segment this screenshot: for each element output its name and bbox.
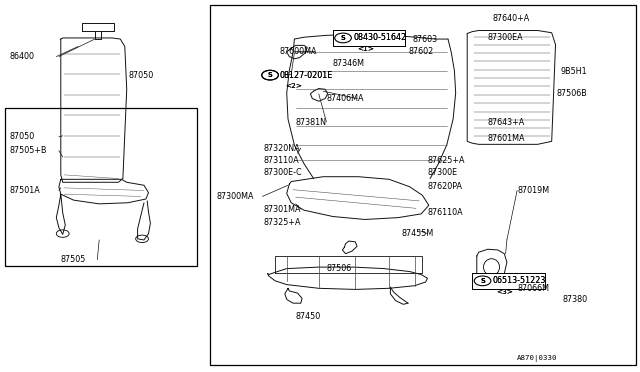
Text: <3>: <3> bbox=[496, 289, 513, 295]
Text: <1>: <1> bbox=[357, 46, 374, 52]
Text: 87406MA: 87406MA bbox=[326, 94, 364, 103]
Text: 87320NA: 87320NA bbox=[264, 144, 300, 153]
Text: 87505: 87505 bbox=[61, 255, 86, 264]
Bar bbox=[333, 30, 405, 46]
Text: <1>: <1> bbox=[357, 46, 374, 52]
Text: 08127-0201E: 08127-0201E bbox=[280, 71, 333, 80]
Text: 87601MA: 87601MA bbox=[488, 134, 525, 143]
Text: S: S bbox=[340, 35, 346, 41]
Text: 87505+B: 87505+B bbox=[10, 146, 47, 155]
Text: S: S bbox=[268, 72, 273, 78]
Bar bbox=[210, 5, 636, 365]
Text: 87640+A: 87640+A bbox=[493, 14, 530, 23]
Bar bbox=[333, 30, 405, 46]
Text: 87620PA: 87620PA bbox=[428, 182, 463, 190]
Text: <2>: <2> bbox=[285, 83, 302, 89]
Text: 87050: 87050 bbox=[10, 132, 35, 141]
Text: S: S bbox=[268, 72, 273, 78]
Text: 86400: 86400 bbox=[10, 52, 35, 61]
Text: 87455M: 87455M bbox=[402, 229, 434, 238]
Text: 87450: 87450 bbox=[296, 312, 321, 321]
Text: 87600MA: 87600MA bbox=[280, 47, 317, 56]
Bar bbox=[472, 273, 545, 289]
Text: 87346M: 87346M bbox=[333, 60, 365, 68]
Text: 87380: 87380 bbox=[563, 295, 588, 304]
Text: 87603: 87603 bbox=[413, 35, 438, 44]
Bar bbox=[472, 273, 545, 289]
Text: 87602: 87602 bbox=[408, 47, 433, 56]
Text: 87066M: 87066M bbox=[517, 284, 549, 293]
Text: 06513-51223: 06513-51223 bbox=[493, 276, 546, 285]
Text: 87501A: 87501A bbox=[10, 186, 40, 195]
Text: 87301MA: 87301MA bbox=[264, 205, 301, 214]
Text: 87300EA: 87300EA bbox=[488, 33, 524, 42]
Text: S: S bbox=[480, 278, 485, 284]
Text: 08430-51642: 08430-51642 bbox=[353, 33, 406, 42]
Text: 87050: 87050 bbox=[129, 71, 154, 80]
Text: 87643+A: 87643+A bbox=[488, 118, 525, 126]
Text: 873110A: 873110A bbox=[264, 156, 300, 165]
Text: 08430-51642: 08430-51642 bbox=[353, 33, 406, 42]
Text: 87300E-C: 87300E-C bbox=[264, 169, 302, 177]
Bar bbox=[5, 108, 197, 266]
Text: 87506B: 87506B bbox=[557, 89, 588, 98]
Text: 87625+A: 87625+A bbox=[428, 156, 465, 165]
Text: 08127-0201E: 08127-0201E bbox=[280, 71, 333, 80]
Text: 9B5H1: 9B5H1 bbox=[561, 67, 588, 76]
Text: 87019M: 87019M bbox=[517, 186, 549, 195]
Text: S: S bbox=[340, 35, 346, 41]
Text: 87506: 87506 bbox=[326, 264, 351, 273]
Text: 87300E: 87300E bbox=[428, 169, 458, 177]
Text: A870|0330: A870|0330 bbox=[517, 355, 558, 362]
Text: 87300MA: 87300MA bbox=[216, 192, 254, 201]
Text: 87381N: 87381N bbox=[296, 118, 326, 126]
Text: 06513-51223: 06513-51223 bbox=[493, 276, 546, 285]
Text: S: S bbox=[480, 278, 485, 284]
Text: 876110A: 876110A bbox=[428, 208, 463, 217]
Text: 87325+A: 87325+A bbox=[264, 218, 301, 227]
Text: <2>: <2> bbox=[285, 83, 302, 89]
Text: <3>: <3> bbox=[496, 289, 513, 295]
